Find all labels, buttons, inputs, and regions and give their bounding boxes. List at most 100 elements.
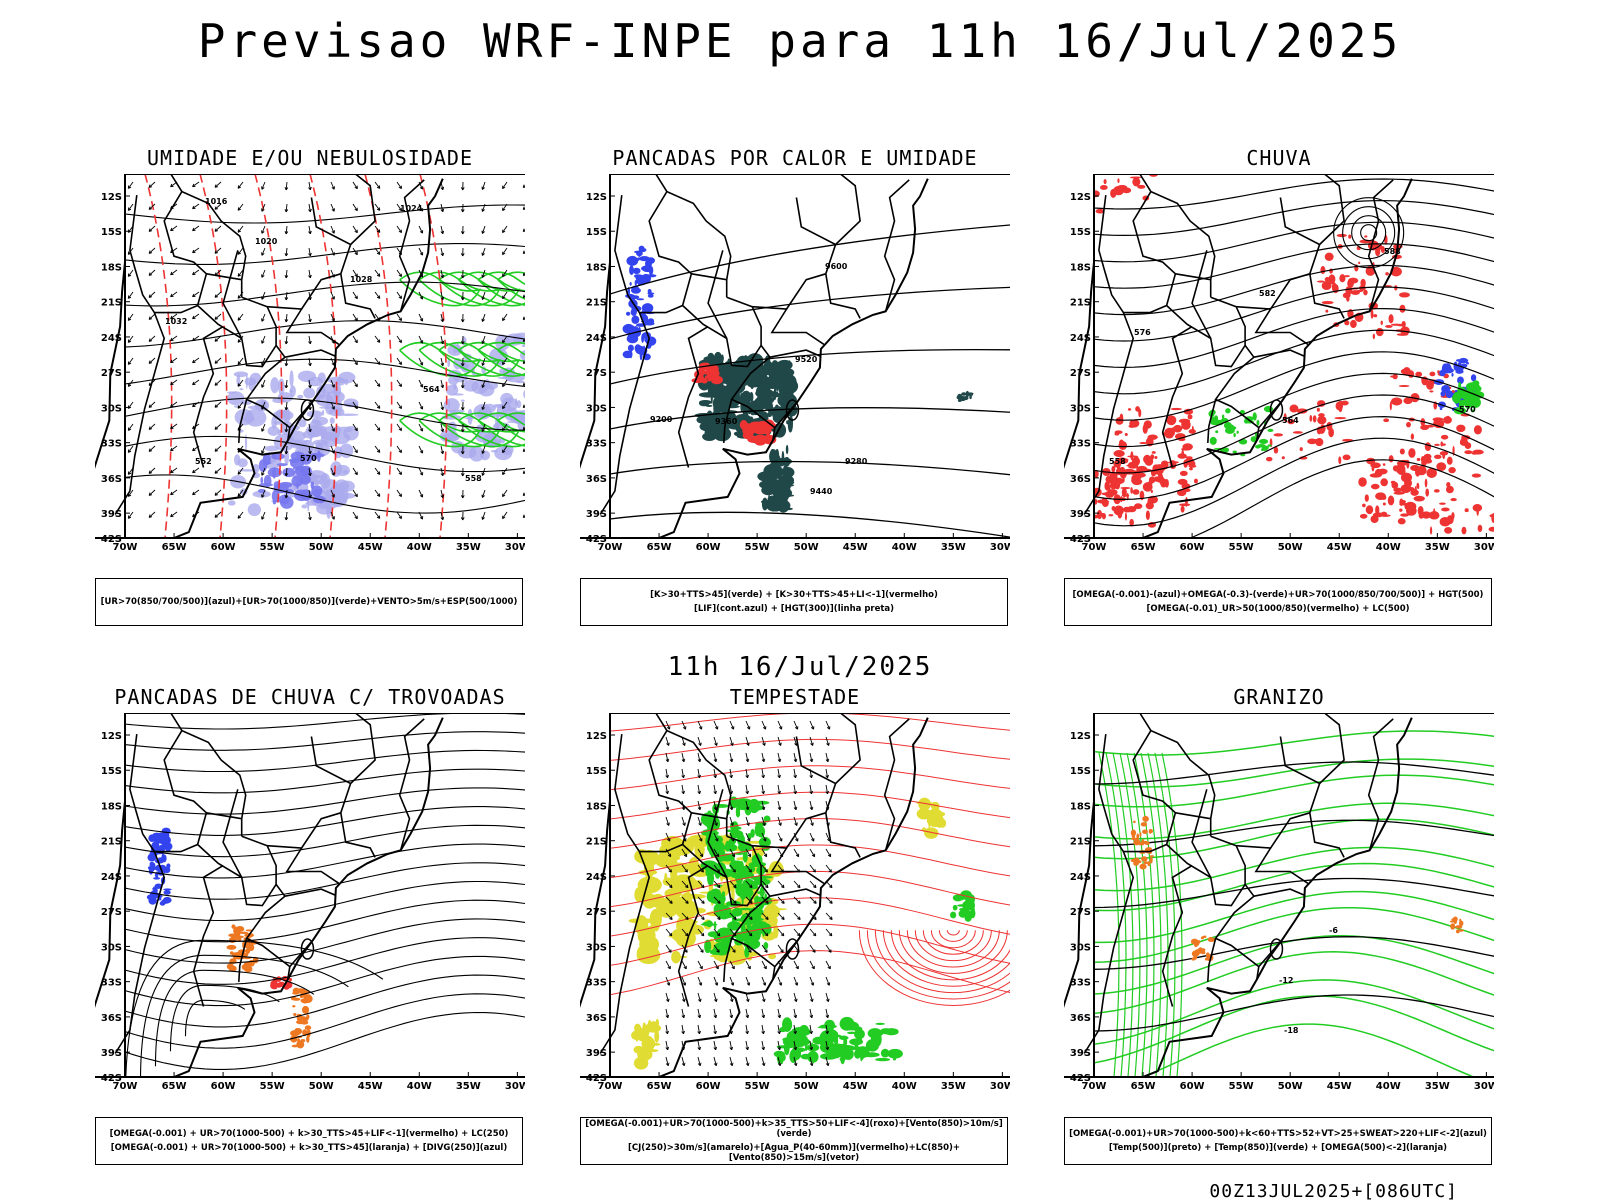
lat-tick-label: 30S [586, 942, 607, 953]
caption-line: [OMEGA(-0.01)_UR>50(1000/850)(vermelho) … [1065, 604, 1491, 614]
lat-tick-label: 21S [1070, 837, 1091, 848]
contour-label: 570 [1459, 405, 1476, 414]
lon-tick-label: 35W [1425, 1081, 1450, 1092]
lat-tick-label: 12S [1070, 192, 1091, 203]
lon-tick-label: 65W [1131, 1081, 1156, 1092]
lat-tick-label: 33S [101, 439, 122, 450]
lon-tick-label: 60W [696, 542, 721, 553]
wind-green-area [774, 1017, 903, 1064]
lat-tick-label: 12S [1070, 731, 1091, 742]
lat-tick-label: 18S [1070, 801, 1091, 812]
panel-caption: [K>30+TTS>45](verde) + [K>30+TTS>45+LI<-… [580, 578, 1008, 626]
lon-tick-label: 40W [892, 1081, 917, 1092]
lon-tick-label: 30W [1474, 1081, 1494, 1092]
lon-tick-label: 50W [309, 542, 334, 553]
caption-line: [LIF](cont.azul) + [HGT(300)](linha pret… [581, 604, 1007, 614]
lon-tick-label: 65W [647, 1081, 672, 1092]
lat-tick-label: 36S [101, 1013, 122, 1024]
contour-label: 9280 [845, 457, 868, 466]
lon-tick-label: 70W [598, 1081, 623, 1092]
contour-label: 1020 [255, 237, 278, 246]
lon-tick-label: 60W [696, 1081, 721, 1092]
lon-tick-label: 45W [358, 542, 383, 553]
lon-tick-label: 45W [843, 542, 868, 553]
lon-tick-label: 35W [1425, 542, 1450, 553]
lon-tick-label: 55W [260, 542, 285, 553]
lon-tick-label: 65W [162, 542, 187, 553]
lat-tick-label: 36S [1070, 1013, 1091, 1024]
contour-label: -12 [1279, 976, 1293, 985]
panel-caption: [OMEGA(-0.001)-(azul)+OMEGA(-0.3)-(verde… [1064, 578, 1492, 626]
lat-tick-label: 24S [101, 333, 122, 344]
lon-tick-label: 30W [990, 542, 1010, 553]
lon-tick-label: 70W [113, 542, 138, 553]
lat-tick-label: 30S [586, 403, 607, 414]
lat-tick-label: 12S [586, 192, 607, 203]
panel-caption: [UR>70(850/700/500)](azul)+[UR>70(1000/8… [95, 578, 523, 626]
lat-tick-label: 12S [101, 731, 122, 742]
lat-tick-label: 33S [1070, 439, 1091, 450]
omega-orange-area [1450, 916, 1464, 933]
contour-label: 9520 [795, 355, 818, 364]
lon-tick-label: 60W [1180, 1081, 1205, 1092]
lon-tick-label: 65W [162, 1081, 187, 1092]
jet-yellow-area [631, 1019, 661, 1070]
contour-label: 564 [1282, 416, 1299, 425]
lat-tick-label: 18S [1070, 262, 1091, 273]
omega-orange-area [1191, 936, 1216, 962]
lat-tick-label: 33S [1070, 978, 1091, 989]
lon-tick-label: 35W [941, 542, 966, 553]
contour-label: 1028 [350, 275, 373, 284]
run-info: 00Z13JUL2025+[086UTC] [1209, 1181, 1458, 1202]
lon-tick-label: 65W [1131, 542, 1156, 553]
lon-tick-label: 50W [309, 1081, 334, 1092]
lat-tick-label: 21S [101, 298, 122, 309]
lon-tick-label: 55W [745, 1081, 770, 1092]
lat-tick-label: 24S [1070, 872, 1091, 883]
lon-tick-label: 55W [745, 542, 770, 553]
lat-tick-label: 39S [1070, 509, 1091, 520]
contour-label: 9440 [810, 487, 833, 496]
contour-label: 1024 [400, 204, 423, 213]
main-title: Previsao WRF-INPE para 11h 16/Jul/2025 [0, 14, 1600, 68]
lat-tick-label: 18S [586, 262, 607, 273]
lon-tick-label: 55W [260, 1081, 285, 1092]
caption-line: [CJ(250)>30m/s](amarelo)+[Agua_P(40-60mm… [581, 1143, 1007, 1163]
lat-tick-label: 27S [101, 368, 122, 379]
lat-tick-label: 30S [1070, 942, 1091, 953]
lon-tick-label: 40W [1376, 1081, 1401, 1092]
lon-tick-label: 30W [990, 1081, 1010, 1092]
lat-tick-label: 33S [586, 978, 607, 989]
lon-tick-label: 60W [211, 542, 236, 553]
lon-tick-label: 70W [598, 542, 623, 553]
lon-tick-label: 30W [1474, 542, 1494, 553]
lat-tick-label: 39S [586, 1048, 607, 1059]
lat-tick-label: 15S [1070, 227, 1091, 238]
lat-tick-label: 30S [101, 942, 122, 953]
lat-tick-label: 21S [586, 298, 607, 309]
lat-tick-label: 30S [101, 403, 122, 414]
caption-line: [OMEGA(-0.001)+UR>70(1000-500)+k>35_TTS>… [581, 1119, 1007, 1139]
lat-tick-label: 15S [101, 227, 122, 238]
lat-tick-label: 36S [101, 474, 122, 485]
lon-tick-label: 45W [1327, 1081, 1352, 1092]
lon-tick-label: 35W [456, 1081, 481, 1092]
lat-tick-label: 18S [101, 262, 122, 273]
lat-tick-label: 21S [586, 837, 607, 848]
contour-label: 9200 [650, 415, 673, 424]
caption-line: [OMEGA(-0.001)+UR>70(1000-500)+k<60+TTS>… [1065, 1129, 1491, 1139]
lat-tick-label: 33S [101, 978, 122, 989]
lon-tick-label: 70W [113, 1081, 138, 1092]
lon-tick-label: 40W [407, 542, 432, 553]
caption-line: [OMEGA(-0.001) + UR>70(1000-500) + k>30_… [96, 1129, 522, 1139]
rain-red-area [1429, 504, 1494, 535]
lat-tick-label: 39S [101, 1048, 122, 1059]
contour-label: 558 [1109, 457, 1126, 466]
lat-tick-label: 33S [586, 439, 607, 450]
panel-caption: [OMEGA(-0.001)+UR>70(1000-500)+k<60+TTS>… [1064, 1117, 1492, 1165]
